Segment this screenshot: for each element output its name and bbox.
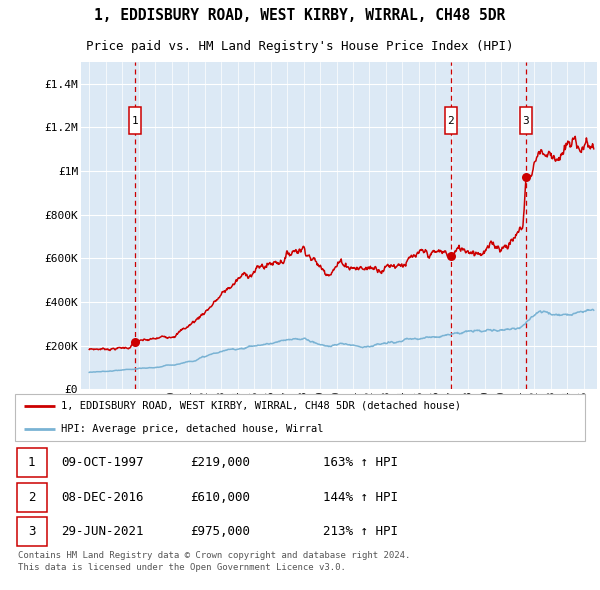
- FancyBboxPatch shape: [445, 107, 457, 135]
- Text: 29-JUN-2021: 29-JUN-2021: [61, 525, 143, 538]
- FancyBboxPatch shape: [17, 448, 47, 477]
- Text: 2: 2: [28, 490, 35, 504]
- Text: 3: 3: [523, 116, 529, 126]
- Text: 144% ↑ HPI: 144% ↑ HPI: [323, 490, 398, 504]
- Text: 1: 1: [28, 456, 35, 469]
- Text: Contains HM Land Registry data © Crown copyright and database right 2024.
This d: Contains HM Land Registry data © Crown c…: [18, 550, 410, 572]
- Text: HPI: Average price, detached house, Wirral: HPI: Average price, detached house, Wirr…: [61, 424, 323, 434]
- Text: 213% ↑ HPI: 213% ↑ HPI: [323, 525, 398, 538]
- Text: 3: 3: [28, 525, 35, 538]
- Text: Price paid vs. HM Land Registry's House Price Index (HPI): Price paid vs. HM Land Registry's House …: [86, 40, 514, 53]
- Text: £610,000: £610,000: [191, 490, 251, 504]
- Text: £219,000: £219,000: [191, 456, 251, 469]
- FancyBboxPatch shape: [15, 394, 585, 441]
- FancyBboxPatch shape: [128, 107, 141, 135]
- Text: 1, EDDISBURY ROAD, WEST KIRBY, WIRRAL, CH48 5DR: 1, EDDISBURY ROAD, WEST KIRBY, WIRRAL, C…: [94, 8, 506, 23]
- FancyBboxPatch shape: [17, 517, 47, 546]
- Text: 2: 2: [448, 116, 454, 126]
- Text: 09-OCT-1997: 09-OCT-1997: [61, 456, 143, 469]
- Text: 1, EDDISBURY ROAD, WEST KIRBY, WIRRAL, CH48 5DR (detached house): 1, EDDISBURY ROAD, WEST KIRBY, WIRRAL, C…: [61, 401, 461, 411]
- Text: 08-DEC-2016: 08-DEC-2016: [61, 490, 143, 504]
- FancyBboxPatch shape: [17, 483, 47, 512]
- Text: £975,000: £975,000: [191, 525, 251, 538]
- FancyBboxPatch shape: [520, 107, 532, 135]
- Text: 163% ↑ HPI: 163% ↑ HPI: [323, 456, 398, 469]
- Text: 1: 1: [131, 116, 138, 126]
